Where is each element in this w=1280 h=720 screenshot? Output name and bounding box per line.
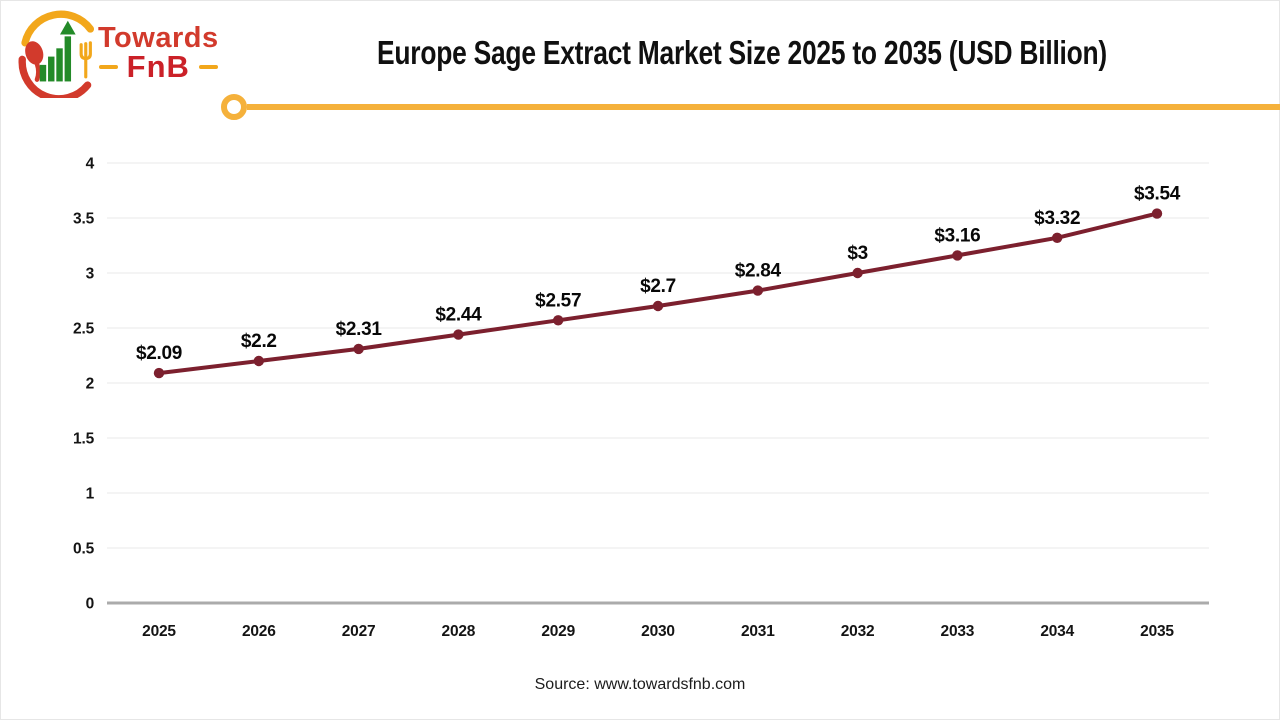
y-tick-label: 2.5 [73, 321, 95, 338]
data-point[interactable] [752, 285, 763, 296]
source-text: Source: www.towardsfnb.com [534, 676, 746, 693]
logo-brand-fnb-row: FnB [98, 48, 218, 84]
data-point-label: $2.57 [535, 290, 581, 311]
divider-line [221, 94, 1280, 120]
logo: Towards FnB [14, 6, 219, 98]
data-point[interactable] [852, 267, 863, 279]
data-point-label: $2.2 [241, 331, 277, 352]
logo-dash-right-icon [198, 64, 218, 69]
x-tick-label: 2026 [242, 623, 276, 640]
y-tick-label: 3.5 [73, 211, 95, 228]
x-tick-label: 2034 [1040, 623, 1074, 640]
y-tick-label: 0.5 [73, 541, 95, 558]
x-tick-label: 2028 [442, 623, 476, 640]
y-tick-label: 3 [86, 266, 95, 283]
data-point[interactable] [353, 343, 364, 355]
y-tick-label: 2 [86, 376, 94, 393]
logo-brand-towards: Towards [98, 21, 219, 54]
divider-circle-icon [221, 94, 247, 120]
y-tick-label: 0 [86, 596, 94, 613]
x-tick-label: 2033 [941, 623, 975, 640]
data-point-label: $3.32 [1034, 208, 1080, 229]
data-point-label: $2.84 [735, 261, 782, 282]
towards-fnb-logo-icon [18, 10, 95, 98]
x-tick-label: 2027 [342, 623, 376, 640]
page-title: Europe Sage Extract Market Size 2025 to … [377, 34, 1107, 71]
y-tick-label: 4 [86, 156, 95, 173]
plate-arc-top-icon [21, 10, 95, 47]
data-point-label: $3.16 [934, 225, 980, 246]
data-point[interactable] [453, 329, 464, 340]
data-point-label: $2.44 [435, 305, 482, 326]
data-point-label: $2.09 [136, 343, 182, 364]
x-tick-label: 2031 [741, 623, 775, 640]
x-tick-label: 2025 [142, 623, 176, 640]
data-point-label: $2.7 [640, 276, 676, 297]
fork-icon [79, 41, 92, 79]
data-point-label: $3.54 [1134, 184, 1181, 205]
x-tick-label: 2030 [641, 623, 675, 640]
logo-brand-fnb: FnB [126, 48, 190, 84]
y-tick-label: 1 [86, 486, 95, 503]
data-point[interactable] [1052, 232, 1063, 243]
data-point[interactable] [652, 300, 664, 312]
plate-arc-icons [18, 10, 95, 98]
data-point[interactable] [952, 250, 963, 261]
spoon-icon [25, 41, 44, 82]
data-point-label: $3 [847, 243, 868, 264]
logo-dash-left-icon [98, 64, 118, 69]
data-point[interactable] [253, 355, 264, 367]
data-point[interactable] [1151, 208, 1163, 219]
plate-arc-bottom-icon [18, 55, 92, 98]
growth-bars-icon [39, 20, 76, 82]
x-tick-label: 2032 [841, 623, 875, 640]
x-tick-label: 2029 [541, 623, 575, 640]
data-point[interactable] [553, 315, 564, 326]
y-tick-label: 1.5 [73, 431, 95, 448]
x-tick-label: 2035 [1140, 623, 1174, 640]
data-point[interactable] [153, 367, 165, 379]
data-point-label: $2.31 [336, 319, 383, 340]
logo-text: Towards FnB [98, 23, 219, 82]
